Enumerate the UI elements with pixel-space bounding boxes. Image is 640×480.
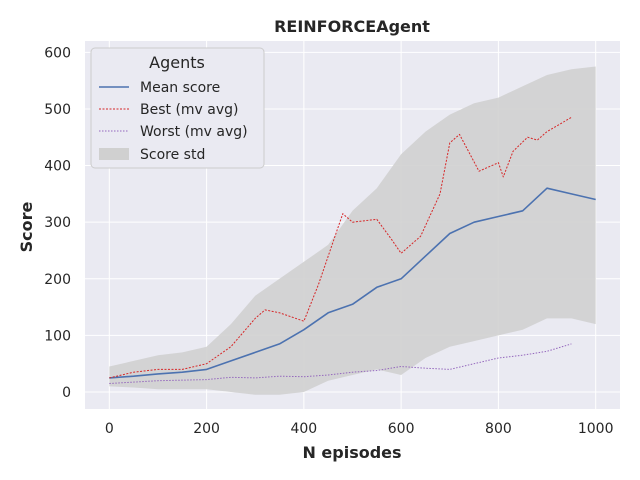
legend-label-best: Best (mv avg) bbox=[140, 102, 239, 118]
worst-mv-avg-line bbox=[109, 343, 572, 384]
legend-label-worst: Worst (mv avg) bbox=[140, 124, 248, 140]
y-tick-label: 300 bbox=[44, 215, 71, 231]
legend-swatch-std bbox=[99, 148, 129, 160]
y-tick-label: 500 bbox=[44, 102, 71, 118]
mean-score-line bbox=[109, 187, 596, 379]
x-ticks: 0 200 400 600 800 1000 bbox=[105, 421, 614, 437]
y-tick-label: 400 bbox=[44, 159, 71, 175]
y-tick-label: 600 bbox=[44, 45, 71, 61]
x-axis-label: N episodes bbox=[302, 443, 401, 462]
x-tick-label: 200 bbox=[193, 421, 220, 437]
chart-title: REINFORCEAgent bbox=[274, 17, 430, 36]
y-tick-label: 0 bbox=[62, 385, 71, 401]
std-band-layer bbox=[109, 66, 596, 395]
y-tick-label: 100 bbox=[44, 328, 71, 344]
x-tick-label: 1000 bbox=[578, 421, 614, 437]
x-tick-label: 800 bbox=[485, 421, 512, 437]
best-mv-avg-line bbox=[109, 116, 572, 379]
legend-title: Agents bbox=[149, 53, 205, 72]
x-tick-label: 600 bbox=[388, 421, 415, 437]
x-tick-label: 0 bbox=[105, 421, 114, 437]
legend-label-std: Score std bbox=[140, 147, 205, 163]
y-ticks: 0 100 200 300 400 500 600 bbox=[44, 45, 71, 401]
y-tick-label: 200 bbox=[44, 272, 71, 288]
legend-box bbox=[90, 47, 265, 169]
y-axis-label: Score bbox=[17, 201, 36, 252]
series-layer bbox=[109, 116, 596, 384]
legend-label-mean: Mean score bbox=[140, 80, 220, 96]
legend: Agents Mean score Best (mv avg) Worst (m… bbox=[90, 47, 265, 169]
x-tick-label: 400 bbox=[290, 421, 317, 437]
std-band bbox=[109, 66, 596, 395]
